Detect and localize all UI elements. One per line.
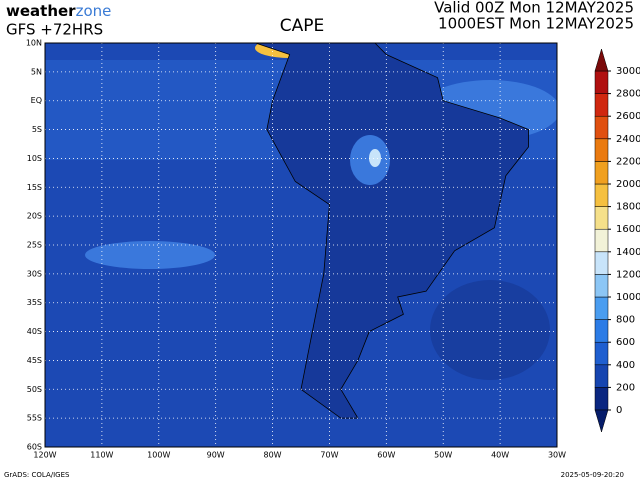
colorbar-bottom [594, 409, 609, 433]
lon-label: 40W [491, 451, 509, 460]
lat-label: 35S [27, 298, 42, 307]
lat-label: 45S [27, 356, 42, 365]
lon-label: 90W [207, 451, 225, 460]
map-frame [44, 42, 558, 448]
colorbar-label: 0 [616, 405, 622, 416]
south-america [255, 43, 529, 419]
lat-label: 60S [27, 443, 42, 452]
cape-patch [430, 280, 550, 380]
logo: weatherzone [6, 2, 111, 20]
colorbar-label: 1400 [616, 247, 640, 258]
map-area [45, 43, 557, 447]
lat-label: 10N [26, 39, 42, 48]
colorbar-label: 1800 [616, 202, 640, 213]
valid-local: 1000EST Mon 12MAY2025 [438, 15, 634, 33]
cape-patch [369, 149, 381, 167]
colorbar-segment [594, 296, 609, 320]
colorbar-label: 600 [616, 337, 635, 348]
colorbar-label: 800 [616, 315, 635, 326]
lat-label: 50S [27, 385, 42, 394]
colorbar-label: 1200 [616, 269, 640, 280]
lat-label: 55S [27, 414, 42, 423]
lat-label: 25S [27, 241, 42, 250]
colorbar-label: 3000 [616, 66, 640, 77]
lon-label: 50W [434, 451, 452, 460]
lat-label: 30S [27, 269, 42, 278]
lat-label: 5S [32, 125, 42, 134]
colorbar-label: 2600 [616, 111, 640, 122]
colorbar-label: 400 [616, 360, 635, 371]
colorbar-top [594, 48, 609, 72]
colorbar-segment [594, 364, 609, 388]
colorbar-segment [594, 206, 609, 230]
lat-label: 40S [27, 327, 42, 336]
valid-utc: Valid 00Z Mon 12MAY2025 [434, 0, 634, 17]
colorbar-label: 1000 [616, 292, 640, 303]
lat-label: 15S [27, 183, 42, 192]
lon-label: 100W [147, 451, 170, 460]
colorbar-segment [594, 183, 609, 207]
lon-label: 120W [33, 451, 56, 460]
lon-label: 60W [377, 451, 395, 460]
colorbar-label: 2800 [616, 89, 640, 100]
colorbar-segment [594, 341, 609, 366]
cape-patch [85, 241, 215, 269]
colorbar-segment [594, 319, 609, 343]
logo-zone: zone [76, 2, 112, 20]
credit: GrADS: COLA/IGES [4, 471, 70, 479]
colorbar-segment [594, 115, 609, 140]
lon-label: 70W [320, 451, 338, 460]
colorbar-label: 1600 [616, 224, 640, 235]
colorbar-label: 2400 [616, 134, 640, 145]
lon-label: 80W [264, 451, 282, 460]
colorbar-segment [594, 274, 609, 298]
lat-label: 5N [31, 67, 42, 76]
colorbar-segment [594, 387, 609, 411]
lat-label: 10S [27, 154, 42, 163]
colorbar-label: 200 [616, 382, 635, 393]
colorbar-segment [594, 93, 609, 117]
lon-label: 110W [90, 451, 113, 460]
colorbar-segment [594, 251, 609, 275]
lat-label: EQ [31, 96, 42, 105]
lon-label: 30W [548, 451, 566, 460]
model-label: GFS +72HRS [6, 21, 103, 39]
colorbar-label: 2000 [616, 179, 640, 190]
colorbar-label: 2200 [616, 156, 640, 167]
title: CAPE [280, 16, 325, 36]
timestamp: 2025-05-09-20:20 [561, 471, 624, 479]
lat-label: 20S [27, 212, 42, 221]
logo-weather: weather [6, 2, 76, 20]
colorbar-segment [594, 70, 609, 94]
colorbar-segment [594, 161, 609, 185]
colorbar-segment [594, 228, 609, 253]
colorbar-segment [594, 138, 609, 162]
